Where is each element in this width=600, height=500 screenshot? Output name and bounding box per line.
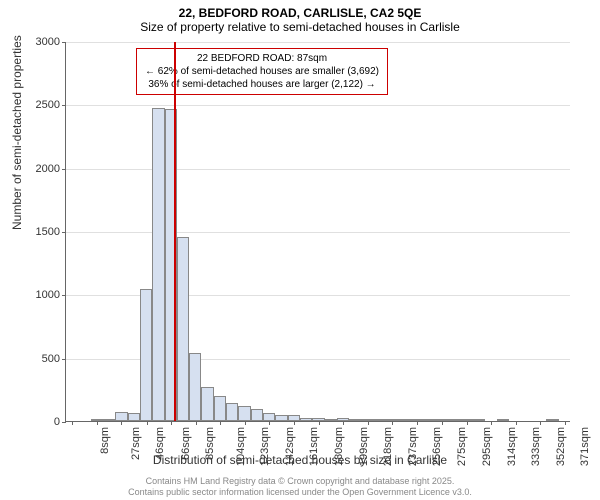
histogram-bar <box>201 387 213 421</box>
x-tick-mark <box>565 421 566 425</box>
y-tick-label: 0 <box>54 416 66 428</box>
x-tick-label: 8sqm <box>99 427 111 454</box>
histogram-bar <box>263 413 275 421</box>
x-tick-mark <box>269 421 270 425</box>
y-tick-label: 1500 <box>36 226 66 238</box>
y-tick-label: 2000 <box>36 163 66 175</box>
histogram-bar <box>300 418 312 421</box>
histogram-bar <box>423 419 435 421</box>
x-tick-mark <box>245 421 246 425</box>
chart-title-sub: Size of property relative to semi-detach… <box>0 20 600 38</box>
histogram-bar <box>140 289 152 421</box>
histogram-bar <box>189 353 201 421</box>
chart-title-main: 22, BEDFORD ROAD, CARLISLE, CA2 5QE <box>0 0 600 20</box>
x-axis-label: Distribution of semi-detached houses by … <box>0 453 600 467</box>
x-tick-mark <box>343 421 344 425</box>
x-tick-mark <box>97 421 98 425</box>
histogram-bar <box>177 237 189 421</box>
histogram-bar <box>448 419 460 421</box>
x-tick-mark <box>121 421 122 425</box>
x-tick-mark <box>220 421 221 425</box>
x-tick-mark <box>467 421 468 425</box>
x-tick-mark <box>171 421 172 425</box>
histogram-bar <box>214 396 226 421</box>
attribution: Contains HM Land Registry data © Crown c… <box>0 476 600 498</box>
x-tick-mark <box>516 421 517 425</box>
histogram-bar <box>349 419 361 421</box>
x-tick-mark <box>540 421 541 425</box>
attribution-line2: Contains public sector information licen… <box>0 487 600 498</box>
histogram-bar <box>103 419 115 421</box>
histogram-bar <box>152 108 164 421</box>
reference-line <box>174 42 176 421</box>
plot-area: 22 BEDFORD ROAD: 87sqm ← 62% of semi-det… <box>65 42 570 422</box>
histogram-bar <box>128 413 140 421</box>
histogram-bar <box>238 406 250 421</box>
histogram-bar <box>497 419 509 421</box>
y-tick-label: 1000 <box>36 289 66 301</box>
x-tick-mark <box>294 421 295 425</box>
y-tick-label: 2500 <box>36 99 66 111</box>
histogram-bar <box>226 403 238 421</box>
histogram-bar <box>275 415 287 421</box>
histogram-bar <box>399 419 411 421</box>
x-tick-mark <box>491 421 492 425</box>
grid-line <box>66 105 570 106</box>
annotation-line2: ← 62% of semi-detached houses are smalle… <box>145 65 379 78</box>
x-tick-mark <box>368 421 369 425</box>
x-tick-mark <box>72 421 73 425</box>
y-tick-label: 3000 <box>36 36 66 48</box>
histogram-bar <box>251 409 263 421</box>
x-tick-mark <box>196 421 197 425</box>
attribution-line1: Contains HM Land Registry data © Crown c… <box>0 476 600 487</box>
grid-line <box>66 42 570 43</box>
annotation-line1: 22 BEDFORD ROAD: 87sqm <box>145 52 379 65</box>
x-tick-mark <box>319 421 320 425</box>
x-tick-mark <box>147 421 148 425</box>
x-tick-mark <box>392 421 393 425</box>
grid-line <box>66 169 570 170</box>
chart-container: 22, BEDFORD ROAD, CARLISLE, CA2 5QE Size… <box>0 0 600 500</box>
histogram-bar <box>374 419 386 421</box>
histogram-bar <box>325 419 337 421</box>
grid-line <box>66 232 570 233</box>
x-tick-mark <box>442 421 443 425</box>
y-tick-label: 500 <box>42 353 66 365</box>
y-axis-label: Number of semi-detached properties <box>10 35 24 230</box>
histogram-bar <box>115 412 127 422</box>
histogram-bar <box>546 419 558 421</box>
histogram-bar <box>472 419 484 421</box>
annotation-line3: 36% of semi-detached houses are larger (… <box>145 78 379 91</box>
x-tick-mark <box>417 421 418 425</box>
